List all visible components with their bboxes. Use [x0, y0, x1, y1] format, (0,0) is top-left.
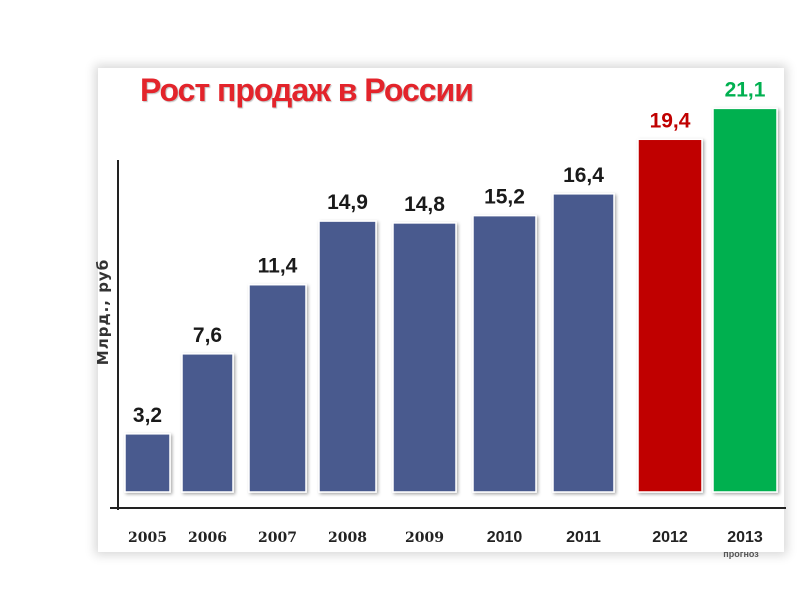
bar-2012 [637, 138, 703, 493]
bar-2011 [552, 193, 615, 493]
bar-2007 [248, 283, 307, 493]
bar-2009 [392, 222, 457, 493]
value-label-2008: 14,9 [327, 191, 368, 214]
x-tick-label-2011: 2011 [566, 529, 601, 546]
x-tick-note-2013: прогноз [723, 549, 759, 559]
bar-2006 [181, 353, 234, 493]
chart-title: Рост продаж в России [140, 72, 474, 108]
value-label-2012: 19,4 [650, 109, 691, 132]
x-tick-label-2013: 2013 [727, 529, 763, 546]
x-tick-label-2005: 2005 [128, 530, 167, 546]
value-label-2011: 16,4 [563, 164, 604, 187]
value-label-2010: 15,2 [484, 186, 525, 209]
value-label-2009: 14,8 [404, 193, 445, 216]
x-tick-label-2012: 2012 [652, 529, 688, 546]
x-tick-label-2006: 2006 [188, 530, 227, 546]
bar-2005 [124, 433, 171, 493]
x-tick-label-2010: 2010 [487, 529, 523, 546]
value-label-2006: 7,6 [193, 324, 222, 347]
value-label-2007: 11,4 [258, 255, 298, 278]
bar-2008 [318, 220, 377, 493]
x-tick-label-2009: 2009 [405, 530, 444, 546]
bar-2010 [472, 214, 537, 493]
value-label-2005: 3,2 [133, 404, 162, 427]
y-axis-label: Млрд., руб [94, 259, 112, 365]
x-tick-label-2008: 2008 [328, 530, 367, 546]
chart-marks: 3,2 2005 7,6 2006 11,4 2007 14,9 2008 14,8 2009 15… [124, 78, 778, 559]
bar-2013 [712, 107, 778, 493]
x-tick-label-2007: 2007 [258, 530, 297, 546]
value-label-2013: 21,1 [725, 78, 766, 101]
